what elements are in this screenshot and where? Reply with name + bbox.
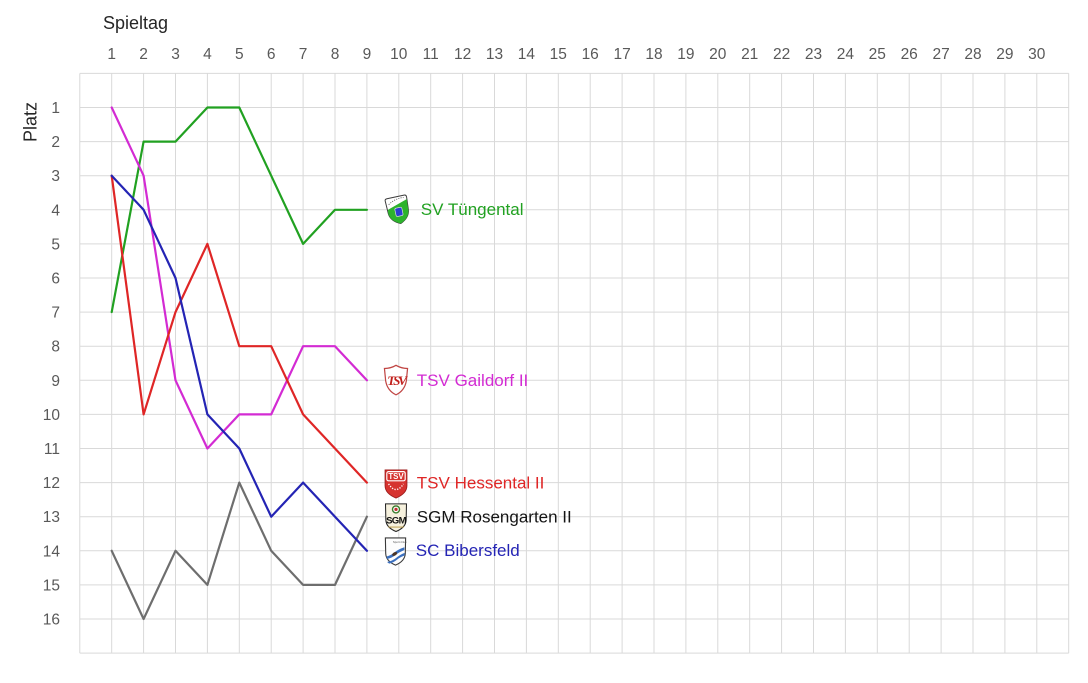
x-tick-label: 7: [299, 46, 308, 63]
x-tick-label: 4: [203, 46, 212, 63]
x-tick-label: 10: [390, 46, 408, 63]
sv-tuengental-logo: [384, 194, 409, 224]
x-tick-label: 2: [139, 46, 148, 63]
y-tick-label: 2: [51, 134, 60, 151]
sgm-rosengarten-logo: SGM: [384, 503, 407, 532]
y-tick-label: 3: [51, 168, 60, 185]
series-line-tsv-hessental-ii: [110, 174, 368, 484]
x-tick-label: 18: [645, 46, 662, 63]
legend-label: SGM Rosengarten II: [416, 507, 572, 527]
y-tick-label: 12: [43, 475, 60, 492]
series-line-sgm-rosengarten-ii: [110, 481, 368, 621]
x-tick-label: 14: [518, 46, 536, 63]
y-tick-label: 15: [43, 577, 60, 594]
legend-entry-sgm-rosengarten: SGM SGM Rosengarten II: [382, 500, 572, 533]
tsv-hessental-logo: TSV: [384, 469, 408, 499]
series-line-sv-t-ngental: [110, 106, 368, 314]
x-tick-label: 8: [331, 46, 340, 63]
y-tick-label: 7: [51, 305, 60, 322]
x-tick-label: 6: [267, 46, 276, 63]
x-tick-label: 21: [741, 46, 758, 63]
legend-label: SC Bibersfeld: [415, 541, 520, 561]
x-tick-label: 25: [869, 46, 886, 63]
legend-entry-sc-bibersfeld: Sport-Club SC Bibersfeld: [382, 534, 520, 568]
x-tick-label: 24: [837, 46, 855, 63]
legend-label: SV Tüngental: [420, 200, 524, 220]
svg-text:Sport-Club: Sport-Club: [393, 540, 407, 544]
series-line-sc-bibersfeld: [110, 174, 368, 552]
x-tick-label: 5: [235, 46, 244, 63]
y-tick-label: 8: [51, 339, 60, 356]
legend-label: TSV Hessental II: [416, 473, 545, 493]
x-tick-label: 26: [901, 46, 918, 63]
sc-bibersfeld-logo: Sport-Club: [384, 537, 407, 566]
y-tick-label: 11: [44, 441, 60, 458]
legend-entry-tsv-hessental: TSV TSV Hessental II: [382, 466, 545, 499]
x-axis-title: Spieltag: [103, 13, 169, 33]
legend-label: TSV Gaildorf II: [416, 370, 529, 390]
x-tick-label: 22: [773, 46, 790, 63]
y-tick-label: 10: [43, 407, 61, 424]
svg-text:TSV: TSV: [388, 472, 404, 481]
x-tick-label: 23: [805, 46, 822, 63]
x-tick-label: 13: [486, 46, 503, 63]
svg-text:TSV: TSV: [387, 373, 408, 388]
x-tick-label: 28: [964, 46, 981, 63]
y-axis-title: Platz: [20, 101, 41, 143]
legend-entry-sv-tuengental: SV Tüngental: [382, 193, 524, 227]
x-tick-label: 19: [677, 46, 694, 63]
y-tick-label: 6: [51, 271, 60, 288]
x-tick-label: 3: [171, 46, 180, 63]
x-tick-label: 12: [454, 46, 471, 63]
y-tick-label: 1: [51, 100, 60, 117]
y-tick-label: 4: [51, 202, 60, 219]
svg-text:SGM: SGM: [386, 515, 406, 526]
x-tick-label: 30: [1028, 46, 1046, 63]
x-tick-label: 16: [582, 46, 599, 63]
y-tick-label: 14: [43, 543, 61, 560]
x-tick-label: 1: [107, 46, 116, 63]
y-tick-label: 9: [51, 373, 60, 390]
x-tick-label: 29: [996, 46, 1013, 63]
y-tick-label: 13: [43, 509, 60, 526]
x-tick-label: 17: [613, 46, 630, 63]
x-tick-label: 9: [363, 46, 372, 63]
x-tick-label: 27: [932, 46, 949, 63]
y-tick-label: 16: [43, 612, 60, 629]
legend-entry-tsv-gaildorf: TSV TSV Gaildorf II: [382, 363, 528, 397]
x-tick-label: 11: [423, 46, 439, 63]
tsv-gaildorf-logo: TSV: [383, 364, 410, 396]
x-tick-label: 20: [709, 46, 727, 63]
x-tick-label: 15: [550, 46, 567, 63]
y-tick-label: 5: [51, 236, 60, 253]
series-line-tsv-gaildorf-ii: [110, 106, 368, 450]
